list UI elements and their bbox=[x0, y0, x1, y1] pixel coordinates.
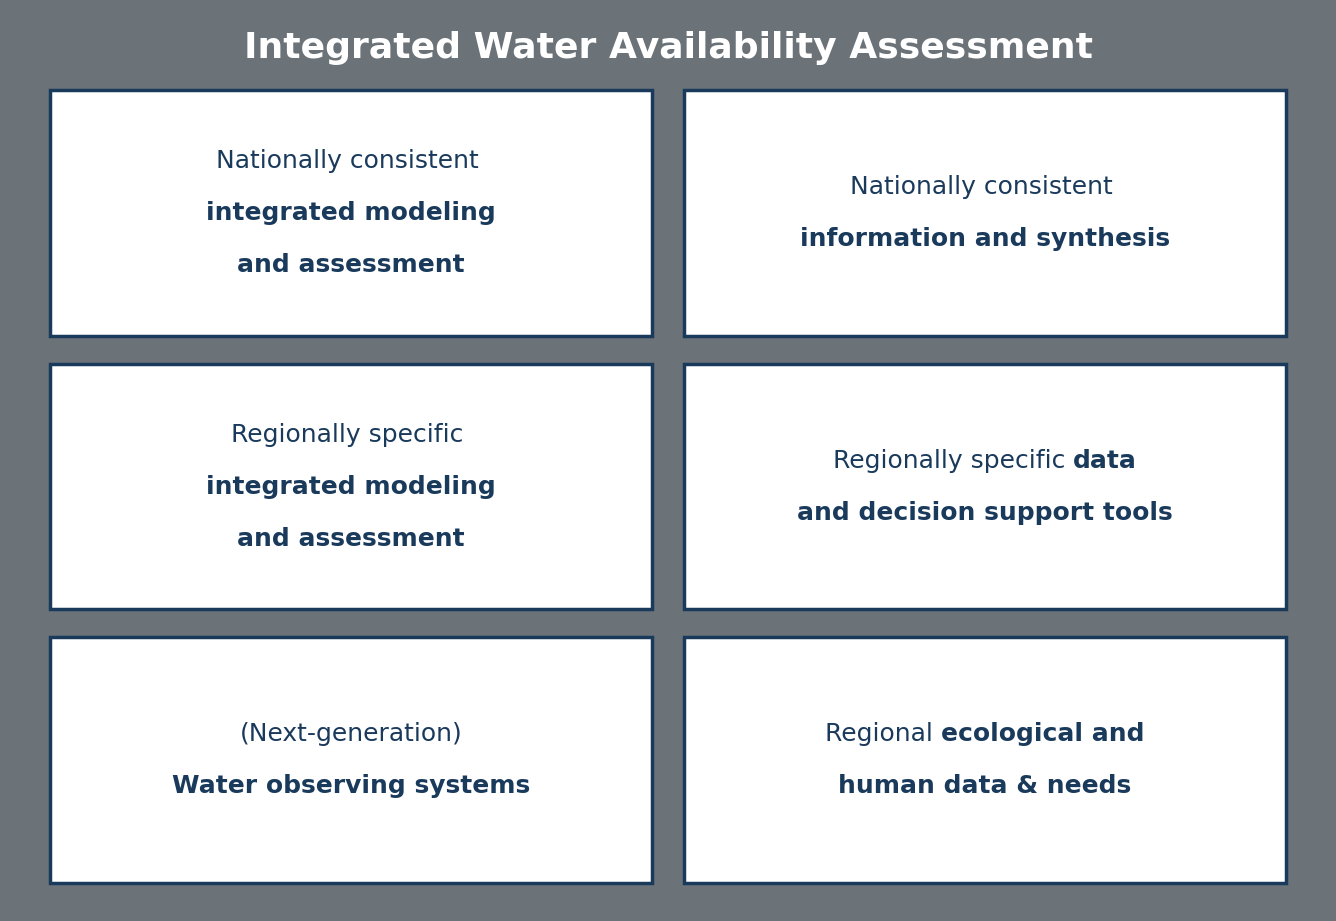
Text: Nationally consistent: Nationally consistent bbox=[850, 175, 1121, 199]
FancyBboxPatch shape bbox=[684, 90, 1287, 335]
Text: integrated modeling: integrated modeling bbox=[206, 201, 496, 225]
Text: Regionally specific: Regionally specific bbox=[231, 423, 472, 447]
Text: and assessment: and assessment bbox=[238, 527, 465, 551]
FancyBboxPatch shape bbox=[49, 90, 652, 335]
FancyBboxPatch shape bbox=[684, 364, 1287, 610]
Text: Integrated Water Availability Assessment: Integrated Water Availability Assessment bbox=[243, 31, 1093, 65]
Text: Water observing systems: Water observing systems bbox=[172, 775, 530, 799]
Text: Regional: Regional bbox=[826, 722, 941, 746]
Text: integrated modeling: integrated modeling bbox=[206, 474, 496, 498]
Text: Nationally consistent: Nationally consistent bbox=[215, 149, 486, 173]
Text: information and synthesis: information and synthesis bbox=[800, 227, 1170, 251]
FancyBboxPatch shape bbox=[684, 637, 1287, 883]
Text: and assessment: and assessment bbox=[238, 253, 465, 277]
Text: data: data bbox=[1073, 449, 1137, 472]
Text: ecological and: ecological and bbox=[941, 722, 1145, 746]
Text: human data & needs: human data & needs bbox=[839, 775, 1132, 799]
FancyBboxPatch shape bbox=[49, 364, 652, 610]
Text: and decision support tools: and decision support tools bbox=[798, 500, 1173, 524]
Text: (Next-generation): (Next-generation) bbox=[239, 722, 462, 746]
FancyBboxPatch shape bbox=[49, 637, 652, 883]
Text: Regionally specific: Regionally specific bbox=[832, 449, 1073, 472]
